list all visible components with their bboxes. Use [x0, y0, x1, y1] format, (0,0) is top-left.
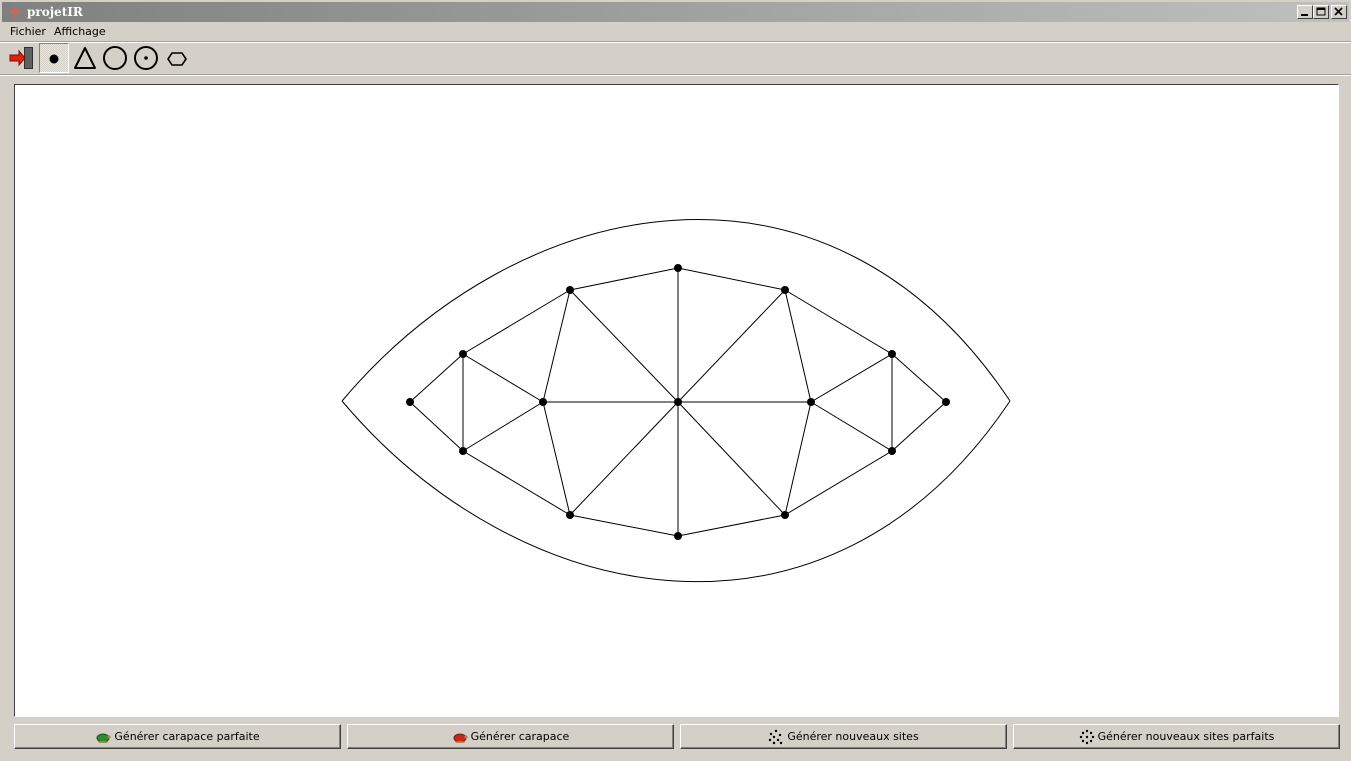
- site-point: [888, 447, 896, 455]
- site-point: [406, 398, 414, 406]
- generate-new-sites-button[interactable]: Générer nouveaux sites: [680, 724, 1007, 749]
- site-point: [781, 286, 789, 294]
- window-title: projetIR: [27, 5, 83, 19]
- outer-hull-top: [341, 219, 1011, 402]
- site-point: [566, 286, 574, 294]
- site-point: [674, 532, 682, 540]
- exit-icon: [9, 47, 33, 69]
- exit-button[interactable]: [7, 43, 37, 73]
- drawing-canvas[interactable]: [14, 84, 1339, 717]
- site-point: [566, 511, 574, 519]
- tool-point[interactable]: [39, 43, 69, 73]
- maximize-button[interactable]: [1313, 5, 1329, 19]
- site-point: [674, 264, 682, 272]
- regular-dots-icon: [1079, 729, 1094, 744]
- site-point: [888, 350, 896, 358]
- triangulation-drawing: [341, 219, 1011, 583]
- generate-shell-label: Générer carapace: [470, 730, 570, 743]
- turtle-green-icon: [96, 733, 112, 743]
- tool-circle-center[interactable]: [131, 43, 161, 73]
- tool-triangle[interactable]: [70, 43, 100, 73]
- minimize-icon: [1301, 14, 1308, 16]
- maximize-icon: [1316, 7, 1326, 16]
- minimize-button[interactable]: [1297, 5, 1313, 19]
- toolbar: [0, 42, 1351, 74]
- close-icon: [1334, 7, 1343, 16]
- generate-new-perfect-sites-label: Générer nouveaux sites parfaits: [1097, 730, 1275, 743]
- tool-hexagon[interactable]: [162, 43, 192, 73]
- triangle-icon: [74, 47, 96, 69]
- generate-shell-button[interactable]: Générer carapace: [347, 724, 674, 749]
- site-point: [459, 350, 467, 358]
- scatter-dots-icon: [769, 729, 783, 744]
- point-icon: [49, 54, 59, 64]
- circle-center-icon: [134, 46, 158, 70]
- app-icon: [9, 6, 21, 18]
- site-point: [459, 447, 467, 455]
- site-point: [539, 398, 547, 406]
- generate-new-sites-label: Générer nouveaux sites: [787, 730, 919, 743]
- generate-perfect-shell-button[interactable]: Générer carapace parfaite: [14, 724, 341, 749]
- circle-icon: [103, 46, 127, 70]
- outer-hull-bottom: [341, 400, 1011, 583]
- triangulation-edges: [409, 267, 947, 537]
- toolbar-separator: [0, 41, 1351, 43]
- site-point: [942, 398, 950, 406]
- generate-new-perfect-sites-button[interactable]: Générer nouveaux sites parfaits: [1013, 724, 1340, 749]
- site-point: [674, 398, 682, 406]
- title-bar: projetIR: [2, 2, 1349, 22]
- menu-fichier[interactable]: Fichier: [10, 25, 46, 38]
- tool-circle[interactable]: [100, 43, 130, 73]
- hexagon-icon: [167, 52, 187, 66]
- close-button[interactable]: [1331, 5, 1347, 19]
- site-point: [781, 511, 789, 519]
- turtle-red-icon: [453, 733, 468, 743]
- menu-bar: Fichier Affichage: [0, 22, 1351, 41]
- menu-affichage[interactable]: Affichage: [54, 25, 106, 38]
- site-points: [406, 264, 950, 540]
- site-point: [807, 398, 815, 406]
- toolbar-separator-bottom: [0, 74, 1351, 76]
- generate-perfect-shell-label: Générer carapace parfaite: [114, 730, 260, 743]
